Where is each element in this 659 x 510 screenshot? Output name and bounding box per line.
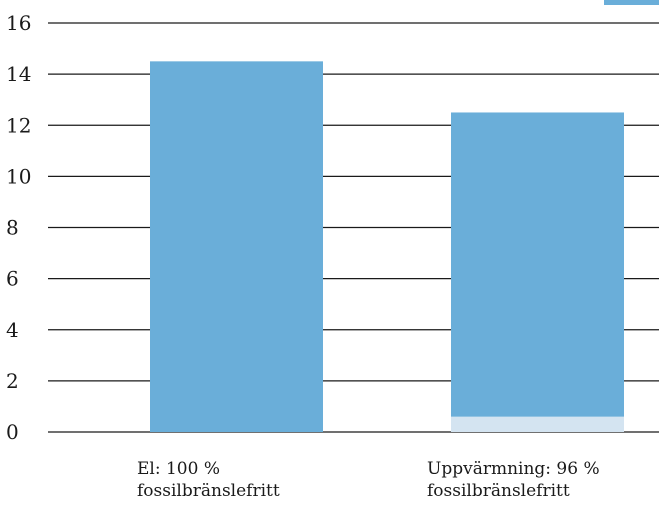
bar-1-segment-0 [451, 416, 624, 432]
gridlines [48, 22, 659, 433]
legend-swatch [604, 0, 659, 5]
bar-1-segment-1 [451, 112, 624, 417]
y-tick-label-2: 2 [6, 369, 19, 393]
bar-0-segment-1 [150, 61, 323, 432]
category-label-uppvarmning-line1: Uppvärmning: 96 % [427, 459, 600, 479]
y-tick-label-0: 0 [6, 420, 19, 444]
y-tick-label-6: 6 [6, 267, 19, 291]
y-tick-label-4: 4 [6, 318, 19, 342]
y-tick-label-8: 8 [6, 216, 19, 240]
category-label-el-line2: fossilbränslefritt [137, 481, 280, 501]
y-tick-label-12: 12 [6, 113, 31, 137]
category-label-uppvarmning-line2: fossilbränslefritt [427, 481, 570, 501]
y-tick-label-16: 16 [6, 11, 31, 35]
y-tick-label-14: 14 [6, 62, 31, 86]
y-axis-ticks: 0 2 4 6 8 10 12 14 16 [6, 11, 31, 444]
y-tick-label-10: 10 [6, 164, 31, 188]
category-label-el: El: 100 % fossilbränslefritt [137, 458, 280, 502]
category-label-el-line1: El: 100 % [137, 459, 220, 479]
bars [150, 61, 624, 432]
category-label-uppvarmning: Uppvärmning: 96 % fossilbränslefritt [427, 458, 600, 502]
